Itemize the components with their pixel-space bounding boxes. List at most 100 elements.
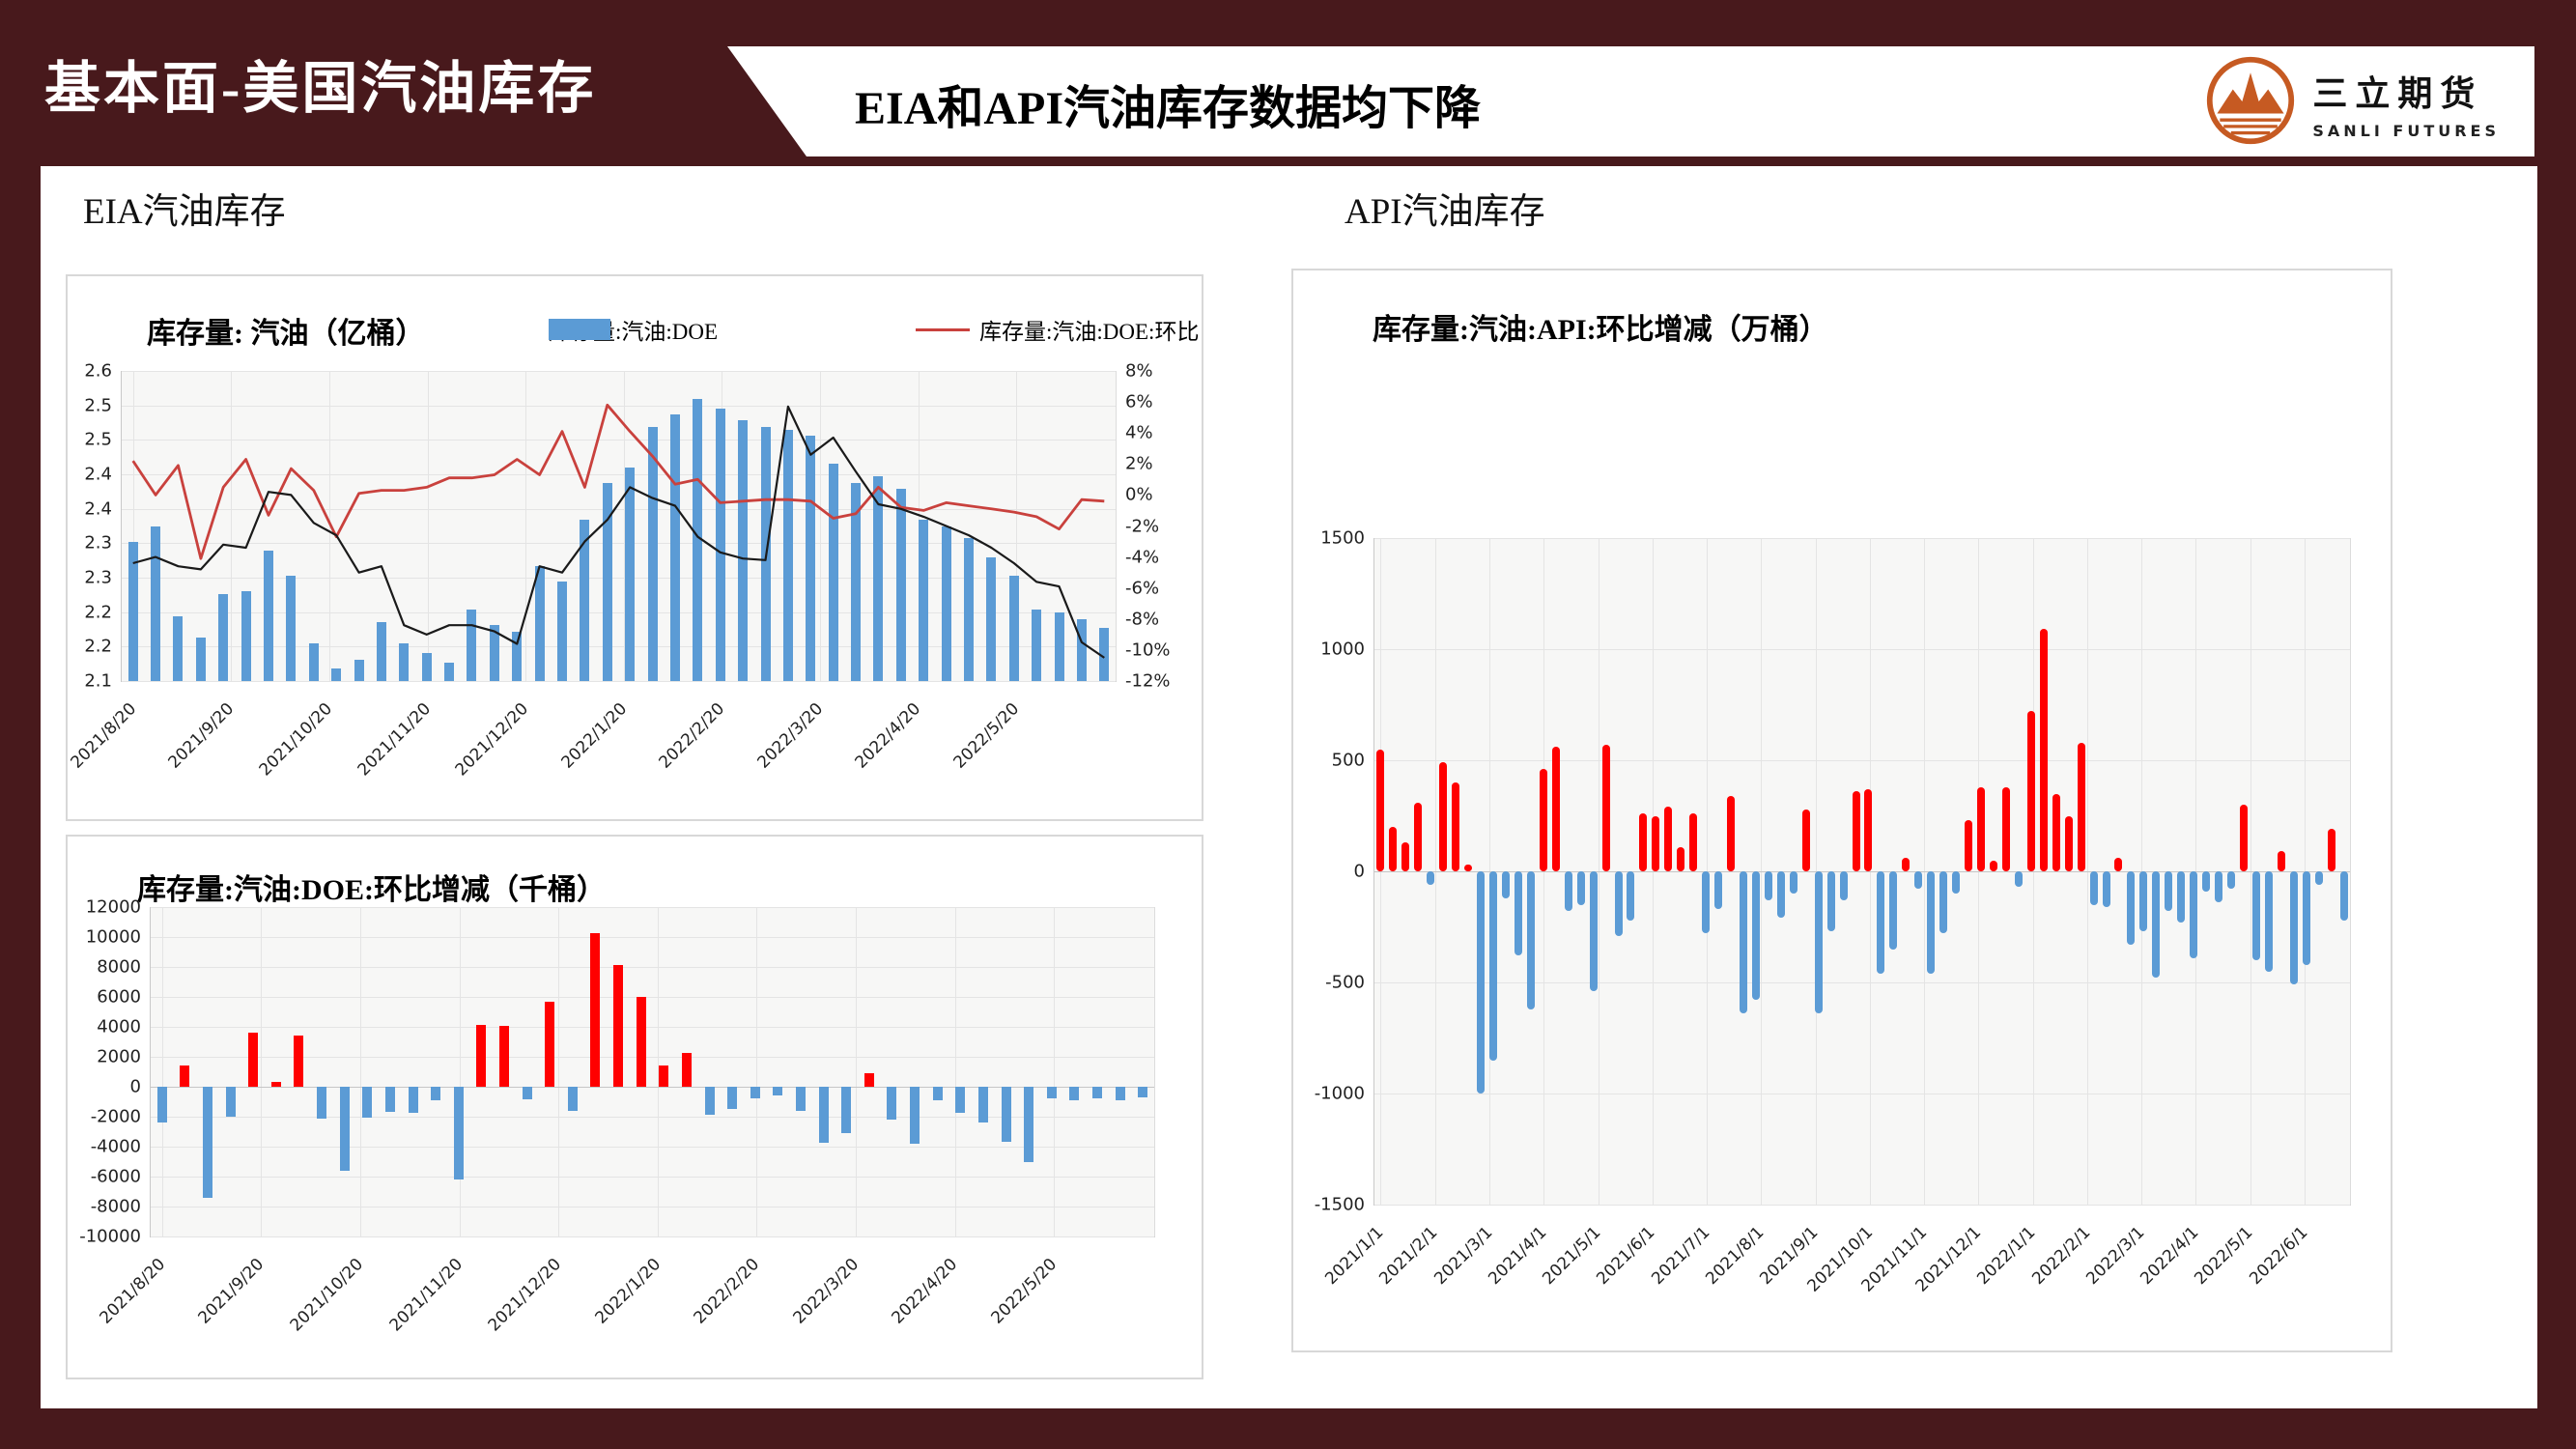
legend-swatch-line-icon bbox=[916, 327, 970, 331]
data-bar bbox=[1839, 871, 1848, 900]
data-bar bbox=[750, 1087, 760, 1099]
data-bar bbox=[1789, 871, 1798, 894]
data-bar bbox=[1627, 871, 1635, 921]
data-bar bbox=[1099, 628, 1110, 681]
y-axis-tick-label: 10000 bbox=[85, 926, 141, 948]
grid-v bbox=[1016, 371, 1018, 681]
data-bar bbox=[636, 997, 646, 1087]
data-bar bbox=[241, 590, 251, 681]
data-bar bbox=[1914, 871, 1923, 890]
data-bar bbox=[1826, 871, 1835, 932]
data-bar bbox=[2289, 871, 2298, 985]
data-bar bbox=[1414, 802, 1423, 871]
left-frame-bar bbox=[0, 0, 41, 1449]
data-bar bbox=[863, 1073, 874, 1087]
grid-h bbox=[151, 907, 1154, 908]
data-bar bbox=[1115, 1087, 1125, 1100]
grid-h bbox=[122, 646, 1116, 648]
grid-h bbox=[151, 1147, 1154, 1148]
data-bar bbox=[1564, 871, 1572, 912]
grid-h bbox=[1374, 871, 2350, 872]
legend-item-huanbi: 库存量:汽油:DOE:环比 bbox=[916, 313, 1199, 346]
right-y-axis-tick-label: -12% bbox=[1125, 670, 1171, 692]
data-bar bbox=[1501, 871, 1510, 898]
data-bar bbox=[873, 476, 884, 681]
data-bar bbox=[2327, 829, 2335, 871]
data-bar bbox=[151, 526, 161, 681]
data-bar bbox=[173, 615, 184, 681]
y-axis-tick-label: 2.4 bbox=[84, 498, 112, 520]
data-bar bbox=[1046, 1087, 1057, 1099]
data-bar bbox=[2077, 742, 2085, 871]
chart-title-api-change: 库存量:汽油:API:环比增减（万桶） bbox=[1373, 314, 1828, 346]
y-axis-tick-label: 2.2 bbox=[84, 602, 112, 623]
data-bar bbox=[567, 1087, 578, 1111]
right-y-axis-tick-label: -10% bbox=[1125, 639, 1171, 661]
y-axis-tick-label: 1000 bbox=[1320, 639, 1365, 660]
data-bar bbox=[2089, 871, 2098, 905]
data-bar bbox=[1514, 871, 1522, 956]
data-bar bbox=[1452, 782, 1460, 871]
data-bar bbox=[2114, 858, 2123, 871]
data-bar bbox=[1664, 807, 1673, 871]
section-title-eia: EIA汽油库存 bbox=[83, 192, 286, 232]
data-bar bbox=[681, 1053, 692, 1087]
data-bar bbox=[795, 1087, 806, 1111]
data-bar bbox=[932, 1087, 943, 1100]
data-bar bbox=[887, 1087, 897, 1121]
data-bar bbox=[431, 1087, 441, 1100]
legend-label: 库存量:汽油:DOE:环比 bbox=[979, 320, 1200, 344]
grid-h bbox=[1374, 760, 2350, 761]
data-bar bbox=[2239, 805, 2248, 871]
data-bar bbox=[2039, 629, 2048, 871]
data-bar bbox=[225, 1087, 236, 1117]
data-bar bbox=[203, 1087, 213, 1198]
data-bar bbox=[1801, 809, 1810, 871]
data-bar bbox=[408, 1087, 418, 1114]
y-axis-tick-label: 6000 bbox=[97, 986, 141, 1008]
data-bar bbox=[1814, 871, 1823, 1014]
y-axis-tick-label: 2.2 bbox=[84, 636, 112, 657]
data-bar bbox=[669, 413, 680, 681]
data-bar bbox=[376, 622, 386, 681]
data-bar bbox=[248, 1033, 259, 1087]
data-bar bbox=[1977, 786, 1985, 871]
grid-h bbox=[122, 508, 1116, 510]
data-bar bbox=[2339, 871, 2348, 921]
y-axis-tick-label: 0 bbox=[129, 1076, 141, 1097]
data-bar bbox=[294, 1036, 304, 1087]
data-bar bbox=[1477, 871, 1486, 1094]
data-bar bbox=[1989, 860, 1997, 871]
page-subtitle: EIA和API汽油库存数据均下降 bbox=[855, 83, 1482, 134]
data-bar bbox=[453, 1087, 464, 1180]
data-bar bbox=[919, 520, 929, 681]
data-bar bbox=[270, 1082, 281, 1087]
data-bar bbox=[1008, 575, 1019, 681]
grid-h bbox=[151, 1177, 1154, 1178]
grid-v bbox=[427, 371, 429, 681]
data-bar bbox=[2314, 871, 2323, 885]
grid-h bbox=[151, 1207, 1154, 1208]
legend-swatch-bar-icon bbox=[549, 319, 610, 340]
grid-h bbox=[151, 1087, 1154, 1088]
logo-company-name-en: SANLI FUTURES bbox=[2312, 122, 2500, 140]
right-y-axis-tick-label: 6% bbox=[1125, 391, 1153, 412]
data-bar bbox=[156, 1087, 167, 1123]
data-bar bbox=[963, 538, 974, 681]
data-bar bbox=[1776, 871, 1785, 919]
data-bar bbox=[2014, 871, 2023, 888]
company-logo: 三立期货 SANLI FUTURES bbox=[2204, 54, 2500, 152]
data-bar bbox=[625, 467, 636, 681]
data-bar bbox=[1689, 813, 1698, 871]
y-axis-tick-label: -1000 bbox=[1314, 1083, 1365, 1104]
logo-company-name: 三立期货 bbox=[2312, 74, 2483, 113]
data-bar bbox=[1952, 871, 1961, 894]
grid-v bbox=[132, 371, 134, 681]
grid-h bbox=[122, 474, 1116, 475]
data-bar bbox=[1889, 871, 1898, 950]
eia-inventory-plot: 2021/8/20 2021/9/20 2021/10/20 2021/11/20 20… bbox=[66, 360, 1171, 781]
data-bar bbox=[727, 1087, 738, 1110]
data-bar bbox=[1464, 865, 1473, 871]
data-bar bbox=[977, 1087, 988, 1123]
data-bar bbox=[1376, 749, 1385, 871]
